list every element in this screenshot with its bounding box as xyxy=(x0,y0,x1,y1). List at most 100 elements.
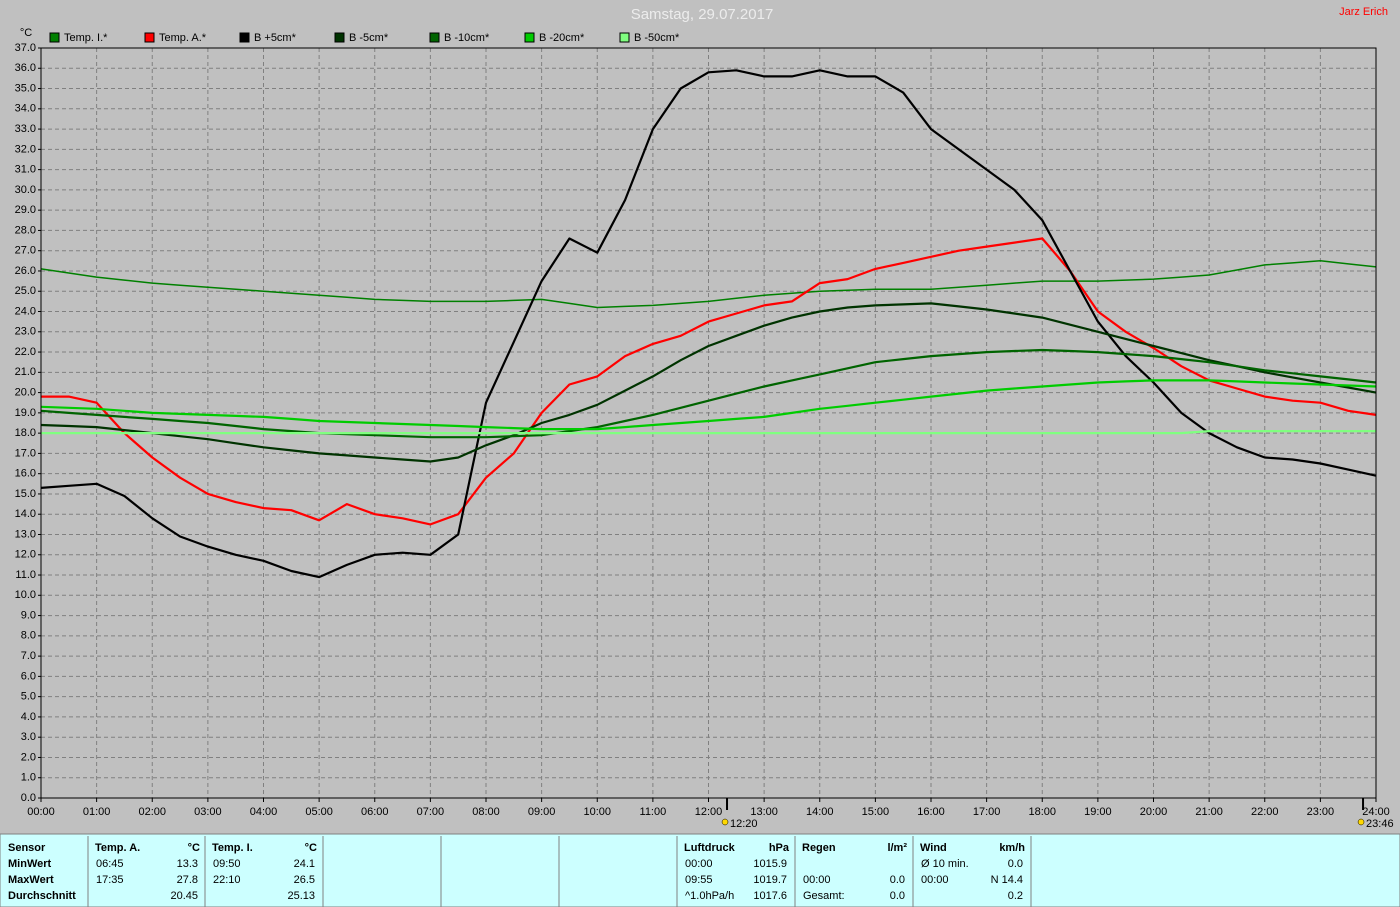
y-tick-label: 21.0 xyxy=(15,366,36,378)
y-tick-label: 37.0 xyxy=(15,42,36,54)
y-tick-label: 1.0 xyxy=(21,772,36,784)
cell-value: 24.1 xyxy=(294,858,315,870)
section-label: Regen xyxy=(802,842,836,854)
cell-value: 25.13 xyxy=(287,890,315,902)
y-tick-label: 10.0 xyxy=(15,589,36,601)
x-tick-label: 16:00 xyxy=(917,806,945,818)
legend-label: B -10cm* xyxy=(444,32,490,44)
cell-time: Gesamt: xyxy=(803,890,845,902)
y-tick-label: 14.0 xyxy=(15,508,36,520)
x-tick-label: 05:00 xyxy=(305,806,333,818)
x-tick-label: 11:00 xyxy=(640,806,667,818)
section-label: Temp. I. xyxy=(212,842,253,854)
y-tick-label: 20.0 xyxy=(15,387,36,399)
y-tick-label: 13.0 xyxy=(15,528,36,540)
series-line xyxy=(40,260,1377,309)
y-tick-label: 15.0 xyxy=(15,488,36,500)
y-tick-label: 24.0 xyxy=(15,305,36,317)
x-tick-label: 08:00 xyxy=(472,806,500,818)
annotation-icon xyxy=(1357,818,1365,826)
cell-value: 1019.7 xyxy=(753,874,787,886)
x-tick-label: 24:00 xyxy=(1362,806,1390,818)
y-tick-label: 31.0 xyxy=(15,164,36,176)
y-tick-label: 5.0 xyxy=(21,691,36,703)
y-tick-label: 30.0 xyxy=(15,184,36,196)
x-tick-label: 01:00 xyxy=(83,806,111,818)
summary-panel xyxy=(0,833,1400,907)
x-tick-label: 23:00 xyxy=(1307,806,1335,818)
section-label: Wind xyxy=(920,842,947,854)
legend-label: Temp. I.* xyxy=(64,32,108,44)
y-tick-label: 18.0 xyxy=(15,427,36,439)
x-tick-label: 17:00 xyxy=(973,806,1001,818)
section-label: Luftdruck xyxy=(684,842,736,854)
y-tick-label: 19.0 xyxy=(15,407,36,419)
cell-time: 00:00 xyxy=(685,858,713,870)
cell-time: ^1.0hPa/h xyxy=(685,890,734,902)
cell-time: 00:00 xyxy=(921,874,949,886)
y-tick-label: 25.0 xyxy=(15,285,36,297)
y-tick-label: 33.0 xyxy=(15,123,36,135)
row-label: Durchschnitt xyxy=(8,890,76,902)
x-tick-label: 22:00 xyxy=(1251,806,1279,818)
y-tick-label: 7.0 xyxy=(21,650,36,662)
y-tick-label: 0.0 xyxy=(21,792,36,804)
row-label: MaxWert xyxy=(8,874,54,886)
cell-time: 22:10 xyxy=(213,874,241,886)
series-line xyxy=(40,69,1377,579)
row-label: MinWert xyxy=(8,858,52,870)
y-tick-label: 23.0 xyxy=(15,326,36,338)
cell-value: N 14.4 xyxy=(991,874,1023,886)
cell-time: 00:00 xyxy=(803,874,831,886)
legend-label: Temp. A.* xyxy=(159,32,207,44)
series-line xyxy=(40,302,1377,463)
legend-swatch xyxy=(239,32,250,43)
section-unit: hPa xyxy=(769,842,790,854)
section-unit: °C xyxy=(305,842,317,854)
cell-value: 1017.6 xyxy=(753,890,787,902)
y-tick-label: 12.0 xyxy=(15,549,36,561)
x-tick-label: 06:00 xyxy=(361,806,389,818)
cell-value: 27.8 xyxy=(177,874,198,886)
section-unit: °C xyxy=(188,842,200,854)
series-line xyxy=(41,430,1376,435)
x-tick-label: 15:00 xyxy=(862,806,890,818)
section-unit: l/m² xyxy=(887,842,907,854)
cell-time: Ø 10 min. xyxy=(921,858,969,870)
series-line xyxy=(40,379,1377,431)
section-label: Temp. A. xyxy=(95,842,140,854)
y-tick-label: 3.0 xyxy=(21,731,36,743)
cell-time: 09:50 xyxy=(213,858,241,870)
y-tick-label: 29.0 xyxy=(15,204,36,216)
legend-swatch xyxy=(144,32,155,43)
y-tick-label: 26.0 xyxy=(15,265,36,277)
x-tick-label: 02:00 xyxy=(138,806,166,818)
cell-time: 09:55 xyxy=(685,874,713,886)
annotation-label: 23:46 xyxy=(1366,818,1394,830)
series-line xyxy=(40,348,1377,439)
y-unit: °C xyxy=(20,27,32,39)
legend-swatch xyxy=(619,32,630,43)
cell-value: 0.0 xyxy=(890,874,905,886)
x-tick-label: 09:00 xyxy=(528,806,556,818)
x-tick-label: 13:00 xyxy=(750,806,778,818)
y-tick-label: 22.0 xyxy=(15,346,36,358)
x-tick-label: 14:00 xyxy=(806,806,834,818)
y-tick-label: 11.0 xyxy=(15,569,36,581)
row-label: Sensor xyxy=(8,842,46,854)
legend-swatch xyxy=(49,32,60,43)
legend-swatch xyxy=(334,32,345,43)
cell-time: 06:45 xyxy=(96,858,124,870)
chart-title: Samstag, 29.07.2017 xyxy=(631,6,774,23)
y-tick-label: 9.0 xyxy=(21,609,36,621)
y-tick-label: 27.0 xyxy=(15,245,36,257)
cell-value: 0.0 xyxy=(890,890,905,902)
y-tick-label: 8.0 xyxy=(21,630,36,642)
cell-value: 26.5 xyxy=(294,874,315,886)
legend-label: B +5cm* xyxy=(254,32,297,44)
x-tick-label: 21:00 xyxy=(1195,806,1223,818)
y-tick-label: 35.0 xyxy=(15,82,36,94)
y-tick-label: 4.0 xyxy=(21,711,36,723)
